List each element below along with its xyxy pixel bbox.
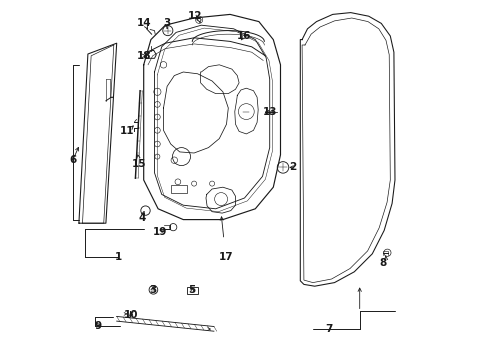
Text: 13: 13: [263, 107, 277, 117]
Text: 10: 10: [123, 310, 138, 320]
Bar: [170, 185, 186, 193]
Text: 8: 8: [379, 258, 386, 268]
Text: 2: 2: [289, 162, 296, 172]
Text: 19: 19: [152, 227, 167, 237]
Text: 15: 15: [132, 159, 146, 169]
Text: 16: 16: [237, 31, 251, 41]
Bar: [186, 287, 197, 294]
Text: 7: 7: [325, 324, 332, 334]
Text: 3: 3: [163, 18, 170, 28]
Text: 4: 4: [138, 213, 145, 223]
Text: 12: 12: [187, 11, 202, 21]
Text: 11: 11: [120, 126, 135, 136]
Text: 1: 1: [115, 252, 122, 262]
Text: 3: 3: [149, 285, 156, 295]
Text: 14: 14: [137, 18, 151, 28]
Text: 17: 17: [218, 252, 233, 262]
Text: 9: 9: [94, 321, 102, 331]
Text: 18: 18: [137, 51, 151, 61]
Text: 5: 5: [188, 285, 196, 295]
Text: 6: 6: [69, 155, 76, 165]
